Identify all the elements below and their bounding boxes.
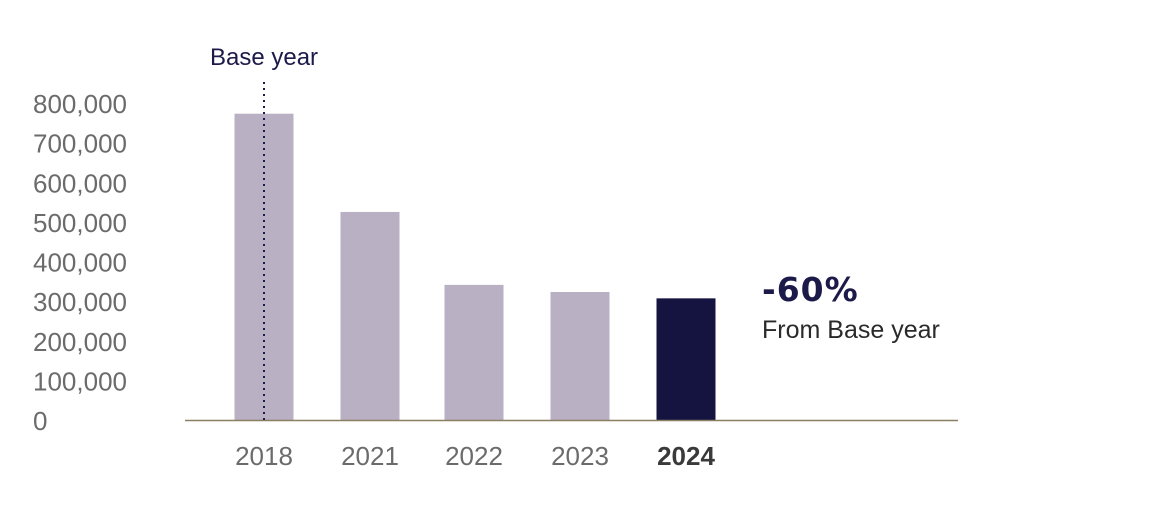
x-tick-label: 2018 [235,441,293,471]
x-tick-label: 2023 [551,441,609,471]
change-caption: From Base year [762,316,940,344]
x-tick-label: 2021 [341,441,399,471]
y-tick-label: 300,000 [33,287,127,317]
bars [234,113,716,420]
y-tick-label: 600,000 [33,168,127,198]
y-tick-label: 500,000 [33,208,127,238]
bar-2022 [444,284,504,420]
y-tick-label: 0 [33,406,47,436]
bar-2018 [234,113,294,420]
bar-2023 [550,292,610,420]
change-percentage: -60% [762,270,859,309]
y-tick-label: 400,000 [33,248,127,278]
x-axis-category-labels: 2018 2021 2022 2023 2024 [235,441,715,471]
x-tick-label: 2022 [445,441,503,471]
y-tick-label: 100,000 [33,366,127,396]
y-tick-label: 700,000 [33,129,127,159]
bar-2024 [656,298,716,420]
x-tick-label: 2024 [657,441,715,471]
base-year-label: Base year [210,44,318,71]
bar-2021 [340,211,400,420]
y-axis-tick-labels: 0 100,000 200,000 300,000 400,000 500,000 600,… [33,89,127,436]
y-tick-label: 800,000 [33,89,127,119]
y-tick-label: 200,000 [33,327,127,357]
